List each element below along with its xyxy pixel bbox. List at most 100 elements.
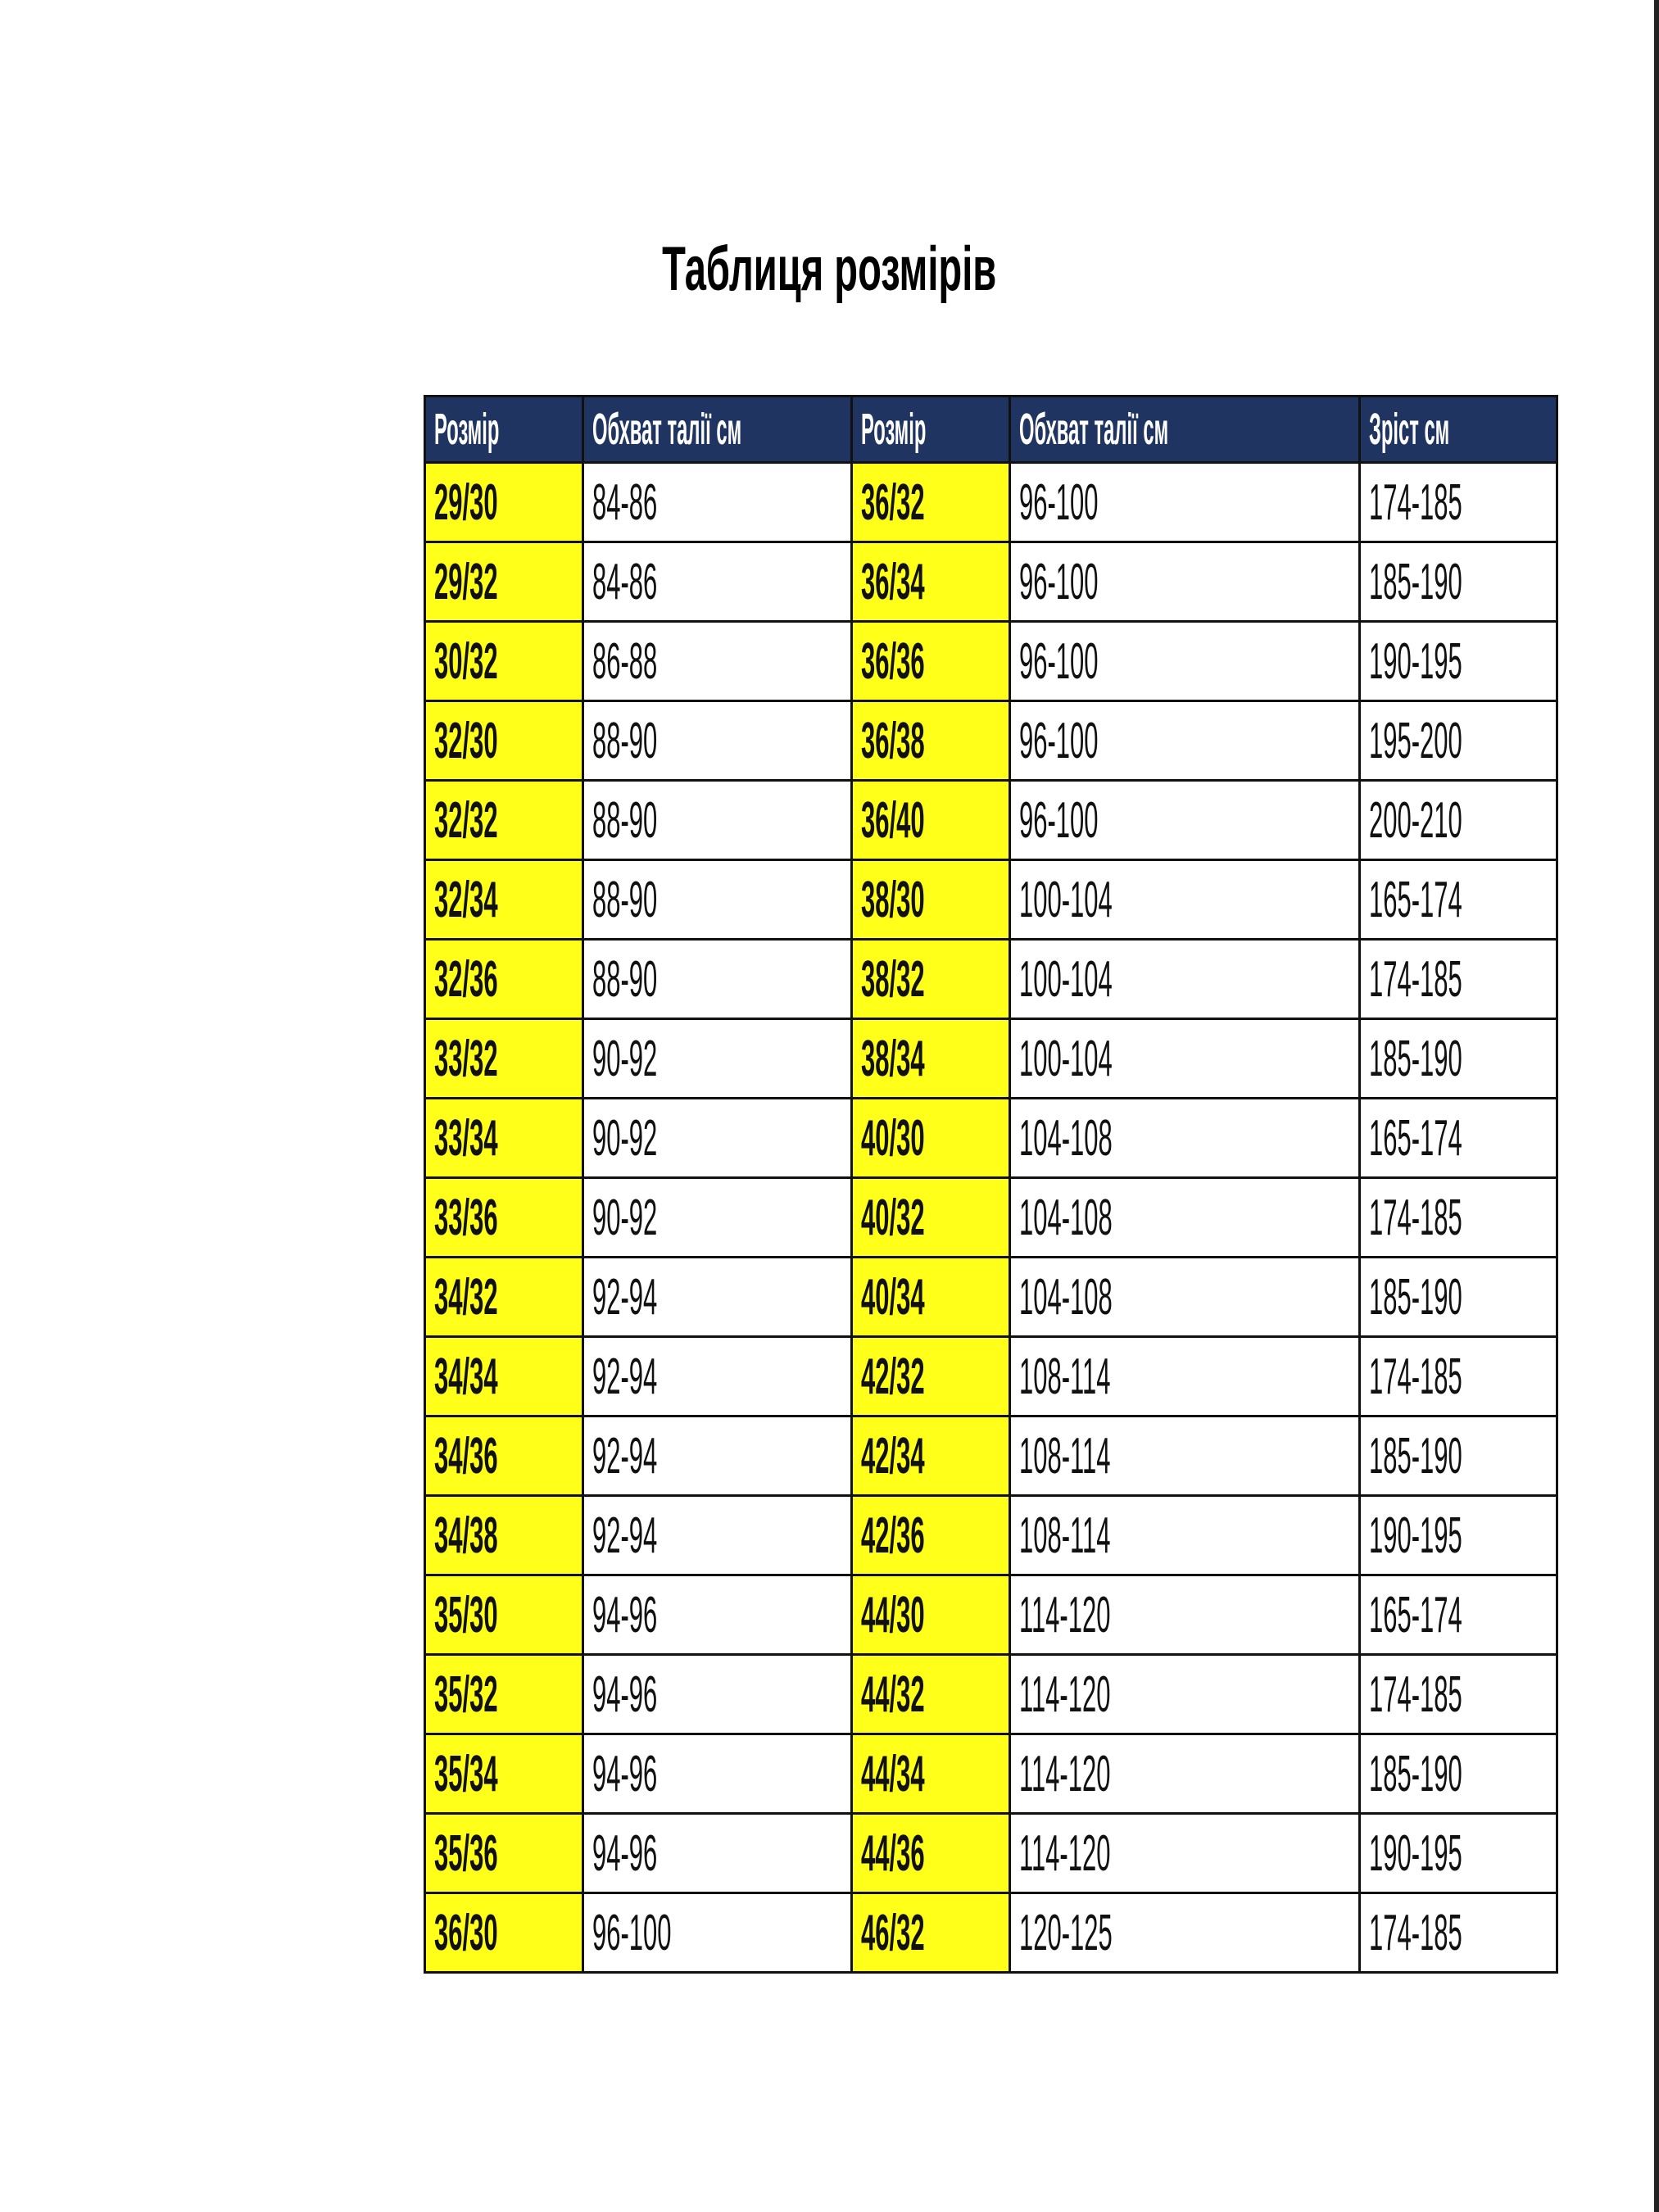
size-cell: 42/34 <box>850 1415 1012 1497</box>
size-cell: 35/30 <box>423 1574 585 1656</box>
height-cell: 200-210 <box>1358 779 1558 861</box>
size-cell: 32/34 <box>423 859 585 941</box>
waist-cell: 114-120 <box>1009 1812 1362 1894</box>
table-row: 36/32 96-100 174-185 <box>850 461 1558 543</box>
waist-cell: 104-108 <box>1009 1097 1362 1179</box>
size-cell: 30/32 <box>423 620 585 702</box>
height-cell: 190-195 <box>1358 1812 1558 1894</box>
height-cell: 174-185 <box>1358 1653 1558 1735</box>
size-cell: 29/30 <box>423 461 585 543</box>
size-cell: 32/36 <box>423 938 585 1020</box>
size-cell: 36/36 <box>850 620 1012 702</box>
size-cell: 44/36 <box>850 1812 1012 1894</box>
waist-cell: 120-125 <box>1009 1892 1362 1974</box>
height-cell: 190-195 <box>1358 620 1558 702</box>
height-cell: 174-185 <box>1358 1176 1558 1258</box>
size-cell: 34/36 <box>423 1415 585 1497</box>
height-cell: 174-185 <box>1358 938 1558 1020</box>
table-row: 36/38 96-100 195-200 <box>850 700 1558 782</box>
height-cell: 195-200 <box>1358 700 1558 782</box>
table-row: 42/34 108-114 185-190 <box>850 1415 1558 1497</box>
table-row: 36/36 96-100 190-195 <box>850 620 1558 702</box>
waist-cell: 108-114 <box>1009 1415 1362 1497</box>
height-cell: 165-174 <box>1358 1097 1558 1179</box>
height-cell: 190-195 <box>1358 1494 1558 1576</box>
table-row: 38/30 100-104 165-174 <box>850 859 1558 941</box>
size-cell: 44/34 <box>850 1733 1012 1815</box>
waist-cell: 96-100 <box>1009 620 1362 702</box>
table-row: 36/34 96-100 185-190 <box>850 541 1558 623</box>
header-size: Розмір <box>850 395 1012 464</box>
height-cell: 185-190 <box>1358 1415 1558 1497</box>
size-cell: 36/38 <box>850 700 1012 782</box>
size-cell: 36/34 <box>850 541 1012 623</box>
table-row: 42/32 108-114 174-185 <box>850 1335 1558 1417</box>
height-cell: 174-185 <box>1358 1892 1558 1974</box>
waist-cell: 114-120 <box>1009 1733 1362 1815</box>
table-row: 44/34 114-120 185-190 <box>850 1733 1558 1815</box>
table-row: 44/30 114-120 165-174 <box>850 1574 1558 1656</box>
waist-cell: 100-104 <box>1009 1018 1362 1099</box>
height-cell: 185-190 <box>1358 1018 1558 1099</box>
waist-cell: 114-120 <box>1009 1653 1362 1735</box>
header-waist: Обхват талії см <box>1009 395 1362 464</box>
waist-cell: 114-120 <box>1009 1574 1362 1656</box>
waist-cell: 104-108 <box>1009 1176 1362 1258</box>
waist-cell: 100-104 <box>1009 859 1362 941</box>
size-cell: 34/32 <box>423 1256 585 1338</box>
table-row: 42/36 108-114 190-195 <box>850 1494 1558 1576</box>
table-row: 40/32 104-108 174-185 <box>850 1176 1558 1258</box>
waist-cell: 96-100 <box>1009 779 1362 861</box>
size-cell: 38/32 <box>850 938 1012 1020</box>
size-cell: 36/40 <box>850 779 1012 861</box>
table-header: Розмір Обхват талії см Зріст см <box>850 395 1558 464</box>
size-cell: 40/32 <box>850 1176 1012 1258</box>
waist-cell: 108-114 <box>1009 1335 1362 1417</box>
height-cell: 185-190 <box>1358 541 1558 623</box>
size-cell: 38/34 <box>850 1018 1012 1099</box>
size-cell: 44/32 <box>850 1653 1012 1735</box>
waist-cell: 96-100 <box>1009 541 1362 623</box>
size-cell: 35/32 <box>423 1653 585 1735</box>
height-cell: 165-174 <box>1358 859 1558 941</box>
table-row: 44/32 114-120 174-185 <box>850 1653 1558 1735</box>
waist-cell: 96-100 <box>1009 461 1362 543</box>
size-cell: 33/34 <box>423 1097 585 1179</box>
waist-cell: 108-114 <box>1009 1494 1362 1576</box>
waist-cell: 100-104 <box>1009 938 1362 1020</box>
waist-cell: 104-108 <box>1009 1256 1362 1338</box>
size-cell: 32/32 <box>423 779 585 861</box>
waist-cell: 96-100 <box>1009 700 1362 782</box>
size-cell: 38/30 <box>850 859 1012 941</box>
size-cell: 34/34 <box>423 1335 585 1417</box>
size-cell: 34/38 <box>423 1494 585 1576</box>
header-height: Зріст см <box>1358 395 1558 464</box>
table-row: 44/36 114-120 190-195 <box>850 1812 1558 1894</box>
size-cell: 42/32 <box>850 1335 1012 1417</box>
size-cell: 33/32 <box>423 1018 585 1099</box>
page-title: Таблиця розмірів <box>662 234 997 304</box>
height-cell: 174-185 <box>1358 461 1558 543</box>
size-cell: 33/36 <box>423 1176 585 1258</box>
size-cell: 32/30 <box>423 700 585 782</box>
size-cell: 35/36 <box>423 1812 585 1894</box>
size-cell: 42/36 <box>850 1494 1012 1576</box>
size-cell: 36/30 <box>423 1892 585 1974</box>
table-row: 38/32 100-104 174-185 <box>850 938 1558 1020</box>
size-cell: 40/34 <box>850 1256 1012 1338</box>
height-cell: 185-190 <box>1358 1733 1558 1815</box>
table-row: 36/40 96-100 200-210 <box>850 779 1558 861</box>
size-table-right: Розмір Обхват талії см Зріст см 36/32 96-… <box>850 395 1558 1974</box>
size-cell: 35/34 <box>423 1733 585 1815</box>
size-cell: 29/32 <box>423 541 585 623</box>
height-cell: 174-185 <box>1358 1335 1558 1417</box>
height-cell: 185-190 <box>1358 1256 1558 1338</box>
table-row: 46/32 120-125 174-185 <box>850 1892 1558 1974</box>
table-row: 40/30 104-108 165-174 <box>850 1097 1558 1179</box>
size-cell: 44/30 <box>850 1574 1012 1656</box>
table-row: 40/34 104-108 185-190 <box>850 1256 1558 1338</box>
page-edge <box>1654 0 1659 2212</box>
size-cell: 46/32 <box>850 1892 1012 1974</box>
header-size: Розмір <box>423 395 585 464</box>
table-row: 38/34 100-104 185-190 <box>850 1018 1558 1099</box>
